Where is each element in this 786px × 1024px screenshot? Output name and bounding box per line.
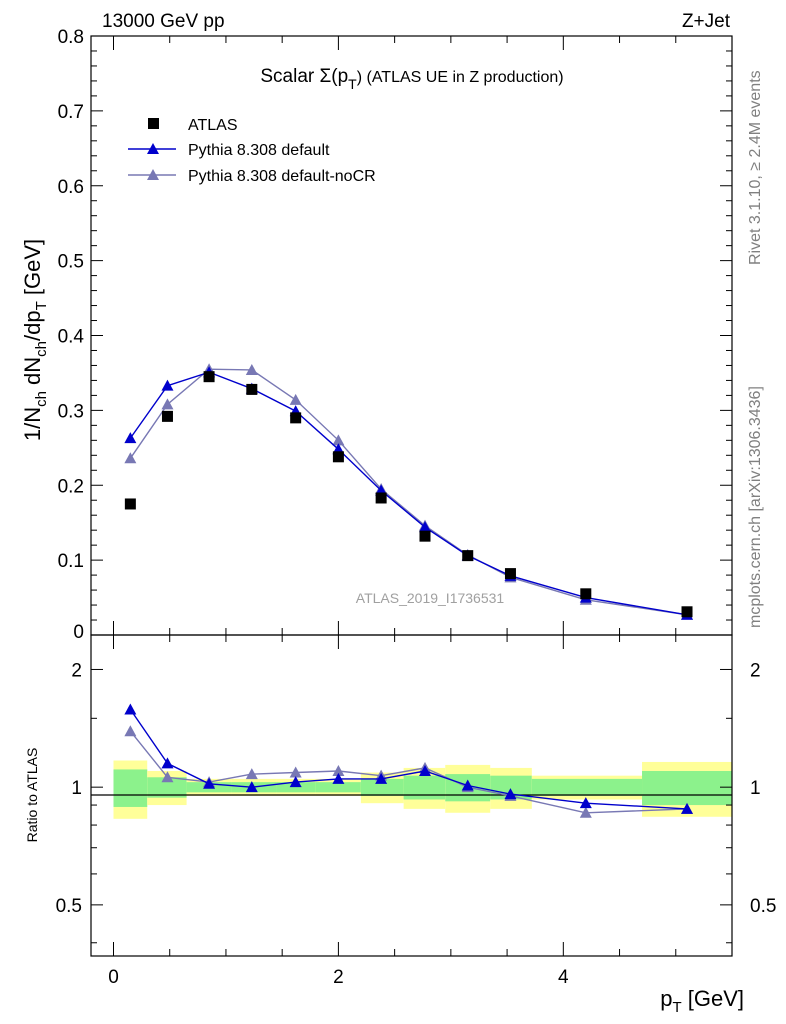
y-tick-label: 0.3 [58, 401, 84, 422]
ratio-default-point [289, 776, 302, 788]
ratio-band-inner [113, 769, 148, 807]
ratio-series-layer [124, 703, 694, 818]
legend-marker-nocr [147, 169, 159, 180]
ratio-default-point [161, 757, 174, 769]
ratio-default-point [245, 781, 258, 793]
x-tick-label: 0 [108, 967, 119, 988]
main-series-layer [124, 363, 694, 620]
atlas-data-point [419, 530, 431, 542]
header-process: 13000 GeV pp [102, 11, 225, 32]
ratio-default-point [681, 802, 694, 814]
y-tick-label: 0.5 [58, 252, 84, 273]
ratio-band-inner [276, 782, 316, 793]
legend-label-atlas: ATLAS [188, 117, 238, 134]
main-panel: 0.1 0.2 0.3 0.4 0.5 0.6 0.7 0.8 0 Scalar Σ(pT) (… [20, 27, 733, 643]
ratio-axis-ticks: 0 2 4 0.5 0.5 1 1 2 2 [56, 635, 776, 988]
atlas-data-point [580, 588, 592, 600]
ratio-band-inner [642, 770, 732, 806]
y-zero-label: 0 [73, 622, 84, 643]
rivet-version-label: Rivet 3.1.10, ≥ 2.4M events [747, 70, 764, 265]
atlas-data-point [332, 451, 344, 463]
default-point [161, 379, 174, 391]
legend-marker-atlas [148, 118, 159, 129]
ratio-band-inner [531, 778, 643, 796]
nocr-point [161, 398, 174, 410]
ratio-default-point [124, 703, 137, 715]
ratio-nocr-line [129, 730, 688, 814]
ratio-nocr-point [245, 768, 258, 780]
y-tick-label: 0.4 [58, 327, 85, 348]
atlas-data-point [504, 568, 516, 580]
ratio-default-point [375, 772, 388, 784]
atlas-data-point [462, 550, 474, 562]
y-axis-label: 1/Nch dNch/dpT [GeV] [20, 239, 50, 441]
nocr-series-line [129, 368, 688, 616]
legend-marker-default [147, 143, 159, 154]
ratio-band-inner [403, 775, 446, 800]
ratio-y-tick-label: 0.5 [56, 896, 82, 917]
default-point [418, 521, 431, 533]
ratio-nocr-point [124, 725, 137, 737]
ratio-panel: 0 2 4 0.5 0.5 1 1 2 2 Ratio to ATLAS [24, 634, 776, 988]
ratio-default-point [504, 788, 517, 800]
y-tick-label: 0.7 [58, 102, 84, 123]
ratio-nocr-point [289, 766, 302, 778]
ratio-default-point [332, 772, 345, 784]
atlas-data-point [681, 606, 693, 618]
nocr-point [124, 452, 137, 464]
x-tick-label: 4 [558, 967, 569, 988]
nocr-point [332, 434, 345, 446]
ratio-frame [90, 634, 733, 957]
ratio-nocr-point [332, 764, 345, 776]
ratio-y-tick-label-right: 2 [750, 660, 761, 681]
atlas-data-point [290, 412, 302, 424]
y-tick-label: 0.6 [58, 177, 84, 198]
ratio-nocr-point [579, 806, 592, 818]
atlas-data-point [203, 371, 215, 383]
ratio-default-point [203, 777, 216, 789]
ratio-band-inner [315, 782, 361, 793]
ratio-y-tick-label-right: 1 [750, 778, 761, 799]
ratio-band-inner [360, 778, 404, 796]
ratio-default-line [129, 709, 688, 810]
ratio-y-tick-label: 1 [71, 778, 82, 799]
source-reference-label: mcplots.cern.ch [arXiv:1306.3436] [747, 386, 764, 628]
analysis-watermark: ATLAS_2019_I1736531 [356, 590, 505, 606]
atlas-data-point [161, 410, 173, 422]
nocr-point [289, 393, 302, 405]
chart-title: Scalar Σ(pT) (ATLAS UE in Z production) [260, 66, 563, 92]
ratio-default-point [461, 779, 474, 791]
legend: ATLAS Pythia 8.308 default Pythia 8.308 … [128, 117, 376, 185]
ratio-default-point [579, 797, 592, 809]
ratio-band-inner [147, 777, 187, 798]
main-axis-ticks: 0.1 0.2 0.3 0.4 0.5 0.6 0.7 0.8 0 [58, 27, 733, 643]
y-tick-label: 0.8 [58, 27, 84, 48]
default-series-line [129, 371, 688, 616]
ratio-nocr-point [161, 771, 174, 783]
atlas-data-point [246, 383, 258, 395]
ratio-y-axis-label: Ratio to ATLAS [24, 748, 40, 843]
ratio-uncertainty-bands [113, 760, 732, 819]
atlas-data-point [124, 498, 136, 510]
x-tick-label: 2 [333, 967, 344, 988]
y-tick-label: 0.1 [58, 551, 84, 572]
legend-label-default: Pythia 8.308 default [188, 142, 330, 159]
ratio-y-tick-label-right: 0.5 [750, 896, 776, 917]
legend-label-nocr: Pythia 8.308 default-noCR [188, 168, 376, 185]
atlas-data-point [375, 492, 387, 504]
y-tick-label: 0.2 [58, 476, 84, 497]
header-channel: Z+Jet [682, 11, 731, 32]
nocr-point [245, 363, 258, 375]
x-axis-label: pT [GeV] [660, 986, 744, 1016]
default-point [124, 432, 137, 444]
ratio-default-point [418, 764, 431, 776]
ratio-y-tick-label: 2 [71, 660, 82, 681]
